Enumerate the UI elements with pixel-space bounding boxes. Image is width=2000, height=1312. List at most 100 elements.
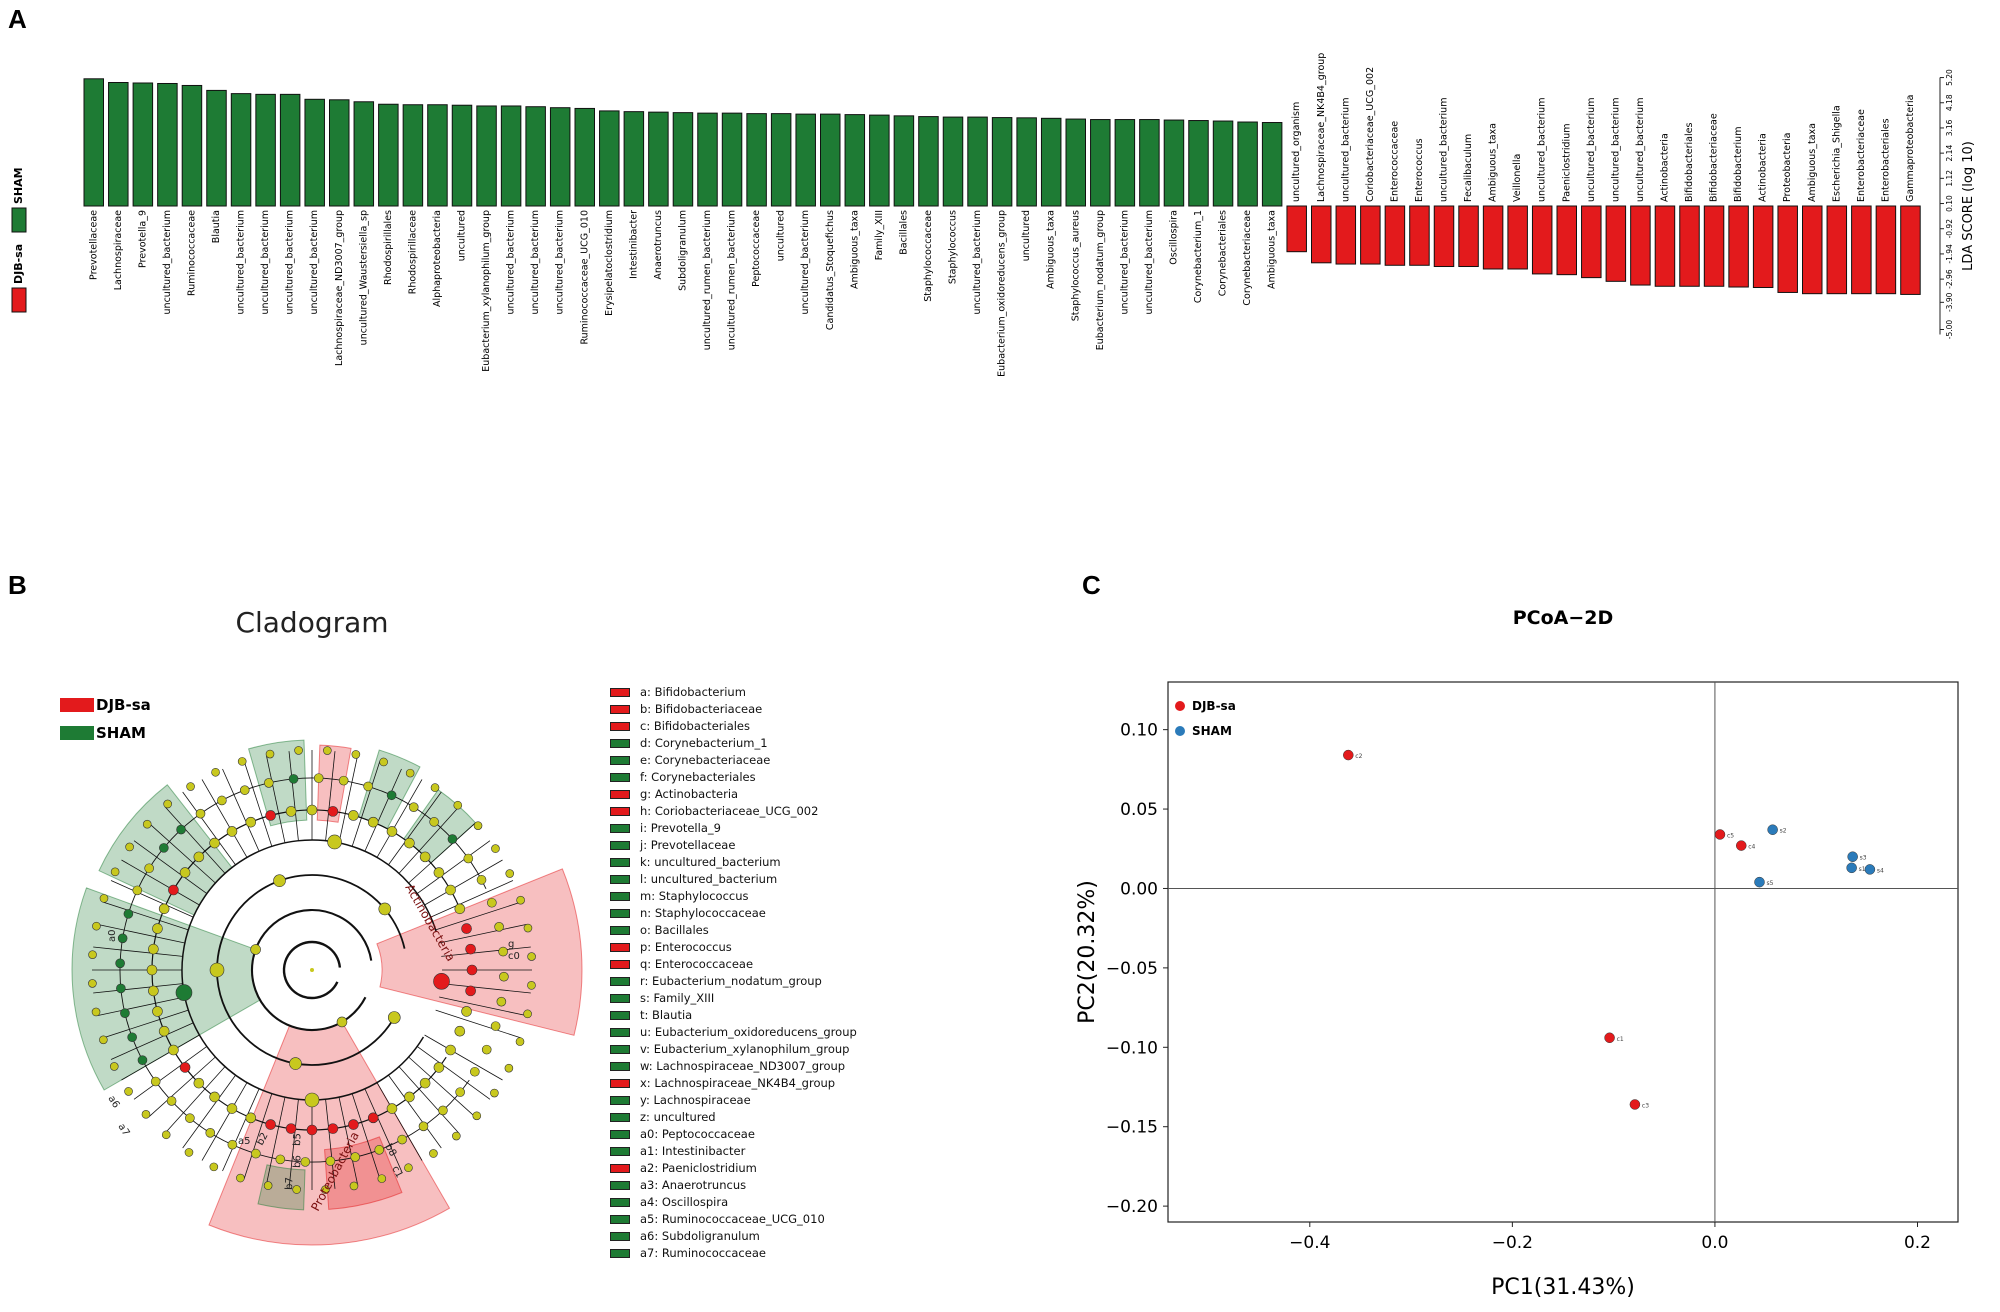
lda-bar [279,93,301,207]
lda-bar [574,107,595,207]
cladogram-branch [148,822,216,884]
cladogram-key-label: a0: Peptococcaceae [640,1127,755,1141]
cladogram-node [386,790,397,801]
pcoa-point-label: c5 [1727,832,1734,839]
lda-axis-title: LDA SCORE (log 10) [1961,141,1976,271]
cladogram-node [363,781,373,792]
cladogram-node [487,897,497,908]
cladogram-key-row: e: Corynebacteriaceae [610,752,910,769]
cladogram-branch [222,768,260,852]
lda-bar-label: Eubacterium_xylanophilum_group [481,210,492,372]
lda-bar-label: uncultured_bacterium [1635,98,1646,202]
lda-bar [1335,205,1357,265]
pcoa-point-label: s4 [1877,867,1884,874]
pcoa-point [1864,864,1876,875]
lda-legend-swatch [11,207,27,233]
cladogram-key-label: a3: Anaerotruncus [640,1178,747,1192]
cladogram-branch [93,946,183,957]
lda-bar [476,105,497,207]
lda-axis-tick-label: -2.96 [1945,269,1954,289]
cladogram-key-row: c: Bifidobacteriales [610,718,910,735]
lda-bar-label: uncultured_bacterium [162,210,173,314]
cladogram-node [91,1007,101,1017]
lda-bar [549,107,571,207]
cladogram-branch [416,1046,491,1100]
cladogram-node [496,996,507,1007]
cladogram-branch [398,806,460,874]
cladogram-node [453,800,463,810]
cladogram-node [465,985,476,997]
lda-bar-label: uncultured_bacterium [1439,98,1450,202]
cladogram-key-label: b: Bifidobacteriaceae [640,702,763,716]
lda-bar [795,113,816,207]
cladogram-key-row: a3: Anaerotruncus [610,1177,910,1194]
cladogram-branch [96,996,185,1017]
lda-bar [1433,205,1455,268]
cladogram-branch [265,1097,286,1186]
cladogram-key-label: j: Prevotellaceae [640,838,736,852]
cladogram-key-swatch [610,1028,630,1037]
pcoa-point [1736,840,1747,851]
cladogram-key-swatch [610,1181,630,1190]
cladogram-branch [351,1093,381,1180]
cladogram-key-swatch [610,909,630,918]
lda-bar [599,110,620,207]
cladogram-node [523,923,533,933]
cladogram-branch [364,1088,402,1172]
cladogram-key-row: l: uncultured_bacterium [610,871,910,888]
cladogram-node [251,1148,261,1159]
cladogram-key-swatch [610,705,630,714]
cladogram-branch [325,751,336,841]
pcoa-y-tick-label: −0.15 [1106,1118,1158,1138]
cladogram-key-swatch [610,1079,630,1088]
pcoa-legend-marker [1175,701,1185,711]
lda-bar-label: uncultured_bacterium [800,210,811,314]
cladogram-node [137,1055,148,1065]
cladogram-key-swatch [610,1011,630,1020]
cladogram-key-swatch [610,960,630,969]
cladogram-clade-label: b6 [292,1155,303,1168]
cladogram-key-swatch [610,790,630,799]
cladogram-branch [110,1022,194,1060]
cladogram-node [125,842,134,852]
cladogram-node [152,923,163,934]
lda-bar [206,89,227,207]
pcoa-point-label: c2 [1355,753,1362,760]
lda-axis-tick-label: -5.00 [1945,320,1954,340]
cladogram-node [263,1181,273,1190]
lda-bar-label: Bifidobacteriaceae [1709,113,1720,202]
cladogram-node [88,979,97,988]
cladogram-branch [338,754,359,843]
lda-bar-label: Bifidobacterium [1733,127,1744,202]
cladogram-node [445,1044,456,1056]
cladogram-key-label: y: Lachnospiraceae [640,1093,751,1107]
cladogram-node [209,1162,219,1172]
lda-bar-label: Enterobacteriaceae [1856,109,1867,202]
cladogram-key-swatch [610,875,630,884]
pcoa-plot-frame [1167,681,1959,1223]
lda-bar-label: Ambiguous_taxa [1046,210,1057,289]
cladogram-branch [376,1082,423,1161]
pcoa-x-tick-label: −0.4 [1289,1233,1330,1253]
cladogram-key-swatch [610,722,630,731]
lda-bar-label: Intestinibacter [628,210,639,279]
lda-axis-tick-label: 5.20 [1945,69,1954,86]
cladogram-key-label: h: Coriobacteriaceae_UCG_002 [640,804,819,818]
cladogram-key-label: x: Lachnospiraceae_NK4B4_group [640,1076,836,1090]
cladogram-key-swatch [610,1045,630,1054]
lda-bar [1531,205,1553,275]
cladogram-node [148,943,159,955]
cladogram-key-swatch [610,824,630,833]
cladogram-node [527,981,536,990]
cladogram-key-row: b: Bifidobacteriaceae [610,701,910,718]
cladogram-branch [133,1046,208,1100]
cladogram-node [498,946,508,957]
cladogram-root [310,968,314,972]
cladogram-legend-swatch [60,698,94,712]
pcoa-legend-label: DJB-sa [1192,699,1236,713]
cladogram-node [350,1152,360,1162]
lda-bar [1139,119,1160,207]
cladogram-node [115,958,125,969]
cladogram-key-swatch [610,1096,630,1105]
cladogram-legend-label: SHAM [96,724,146,742]
